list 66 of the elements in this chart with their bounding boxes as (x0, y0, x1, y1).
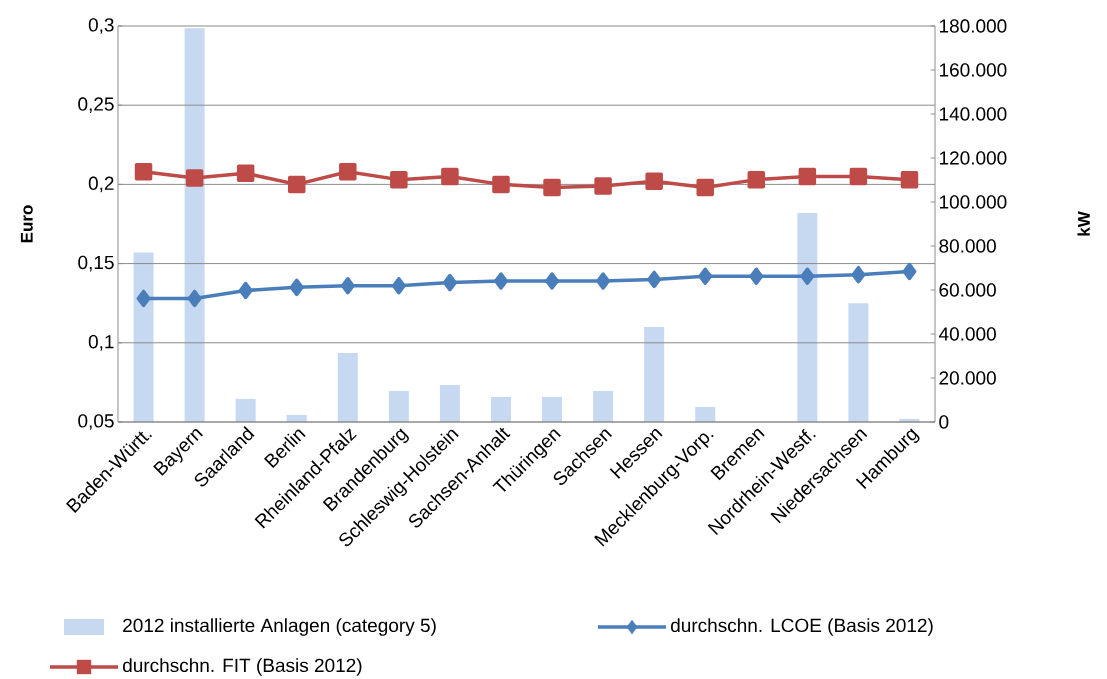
point (545, 272, 560, 290)
bar (593, 390, 614, 422)
point (492, 175, 510, 194)
point (645, 172, 663, 190)
y-tick-label: 0,2 (88, 176, 114, 193)
point (596, 272, 611, 290)
y-tick-label: 0,3 (88, 18, 114, 34)
y2-tick-label: 140.000 (939, 107, 1007, 121)
point (390, 170, 408, 189)
bar (644, 326, 665, 422)
point (339, 162, 357, 181)
y2-tick-label: 180.000 (939, 19, 1007, 33)
point (442, 273, 457, 292)
point (236, 164, 255, 183)
y-axis-title: Euro (20, 205, 33, 243)
point (698, 267, 713, 286)
point (798, 167, 817, 186)
y2-tick-label: 20.000 (939, 371, 996, 385)
bar (337, 352, 358, 422)
y-tick-label: 0,15 (78, 255, 114, 272)
point (594, 177, 612, 195)
point (185, 169, 204, 187)
legend-label: durchschn. FIT (Basis 2012) (123, 658, 362, 676)
point (647, 270, 662, 289)
y2-tick-label: 160.000 (939, 63, 1007, 77)
bar (184, 28, 205, 422)
point (902, 262, 917, 281)
point (187, 289, 202, 308)
point (749, 267, 764, 286)
bar (388, 390, 409, 422)
y2-tick-label: 100.000 (939, 195, 1007, 209)
point (134, 162, 153, 181)
bar (848, 303, 869, 422)
point (136, 289, 151, 308)
bar (797, 212, 818, 422)
y2-tick-label: 60.000 (939, 283, 996, 297)
y2-tick-label: 40.000 (938, 327, 996, 341)
point (391, 277, 406, 295)
bar (133, 252, 154, 422)
y2-tick-label: 120.000 (939, 151, 1007, 165)
point (851, 265, 866, 284)
y2-axis-title: kW (1077, 211, 1090, 236)
point (340, 277, 355, 295)
point (238, 281, 253, 300)
point (287, 175, 306, 194)
point (289, 278, 304, 297)
y-tick-label: 0,25 (78, 97, 114, 114)
bar (695, 407, 716, 422)
point (900, 170, 919, 189)
bar (439, 385, 460, 422)
point (493, 272, 508, 290)
y-tick-label: 0,1 (88, 334, 114, 351)
point (696, 178, 714, 197)
bar (235, 398, 256, 422)
point (800, 267, 815, 286)
legend-label: durchschn. LCOE (Basis 2012) (671, 618, 933, 636)
legend-label: 2012 installierte Anlagen (category 5) (123, 618, 436, 636)
bar (490, 396, 511, 422)
point (747, 170, 766, 189)
bar (542, 396, 563, 422)
y-tick-label: 0,05 (78, 414, 114, 430)
point (849, 167, 868, 186)
point (441, 167, 459, 186)
y2-tick-label: 0 (939, 415, 949, 429)
y2-tick-label: 80.000 (939, 239, 996, 253)
point (543, 178, 561, 197)
